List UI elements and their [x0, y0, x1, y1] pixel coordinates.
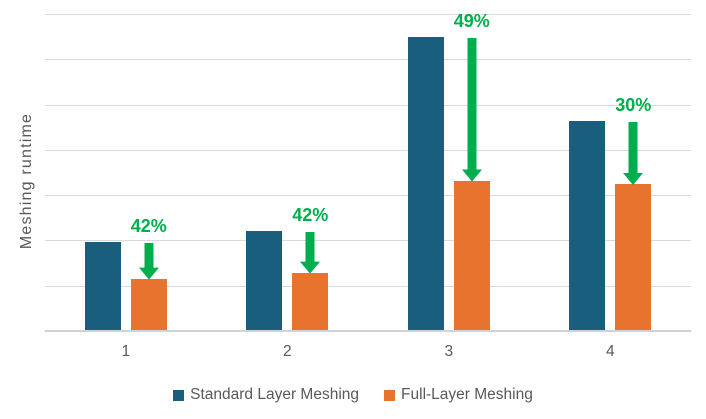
- legend-item-standard-layer-meshing: Standard Layer Meshing: [173, 386, 359, 404]
- bar-full-layer-meshing-3: [453, 181, 490, 330]
- gridline: [45, 195, 691, 197]
- plot-area: 42% 42% 49% 30%: [45, 11, 691, 332]
- gridline: [45, 59, 691, 61]
- gridline: [45, 104, 691, 106]
- gridline: [45, 149, 691, 151]
- legend-swatch-standard-layer-meshing: [173, 389, 185, 401]
- bar-full-layer-meshing-4: [615, 184, 652, 330]
- bar-full-layer-meshing-1: [130, 278, 167, 330]
- gridline: [45, 285, 691, 287]
- reduction-arrow-down-icon-1: [138, 243, 159, 280]
- bar-standard-layer-meshing-4: [569, 121, 606, 330]
- x-tick-label-3: 3: [444, 343, 454, 360]
- x-tick-label-2: 2: [282, 343, 292, 360]
- x-axis-line: [45, 330, 691, 332]
- reduction-label-1: 42%: [130, 216, 167, 237]
- legend: Standard Layer Meshing Full-Layer Meshin…: [0, 386, 706, 404]
- y-axis-title: Meshing runtime: [18, 112, 35, 250]
- x-tick-label-4: 4: [605, 343, 615, 360]
- gridline: [45, 240, 691, 242]
- bar-standard-layer-meshing-2: [246, 231, 283, 330]
- legend-item-full-layer-meshing: Full-Layer Meshing: [384, 386, 533, 404]
- legend-label-full-layer-meshing: Full-Layer Meshing: [401, 386, 533, 403]
- bar-full-layer-meshing-2: [292, 272, 329, 330]
- bar-standard-layer-meshing-3: [407, 37, 444, 330]
- reduction-arrow-down-icon-2: [300, 232, 321, 274]
- legend-label-standard-layer-meshing: Standard Layer Meshing: [190, 386, 360, 403]
- reduction-label-2: 42%: [292, 205, 329, 226]
- bar-standard-layer-meshing-1: [84, 242, 121, 330]
- reduction-label-4: 30%: [615, 95, 652, 116]
- x-tick-label-1: 1: [121, 343, 131, 360]
- reduction-label-3: 49%: [453, 11, 490, 32]
- reduction-arrow-down-icon-3: [461, 38, 482, 182]
- legend-swatch-full-layer-meshing: [384, 389, 396, 401]
- reduction-arrow-down-icon-4: [623, 122, 644, 186]
- x-axis: 1 2 3 4: [45, 343, 691, 363]
- gridline: [45, 14, 691, 15]
